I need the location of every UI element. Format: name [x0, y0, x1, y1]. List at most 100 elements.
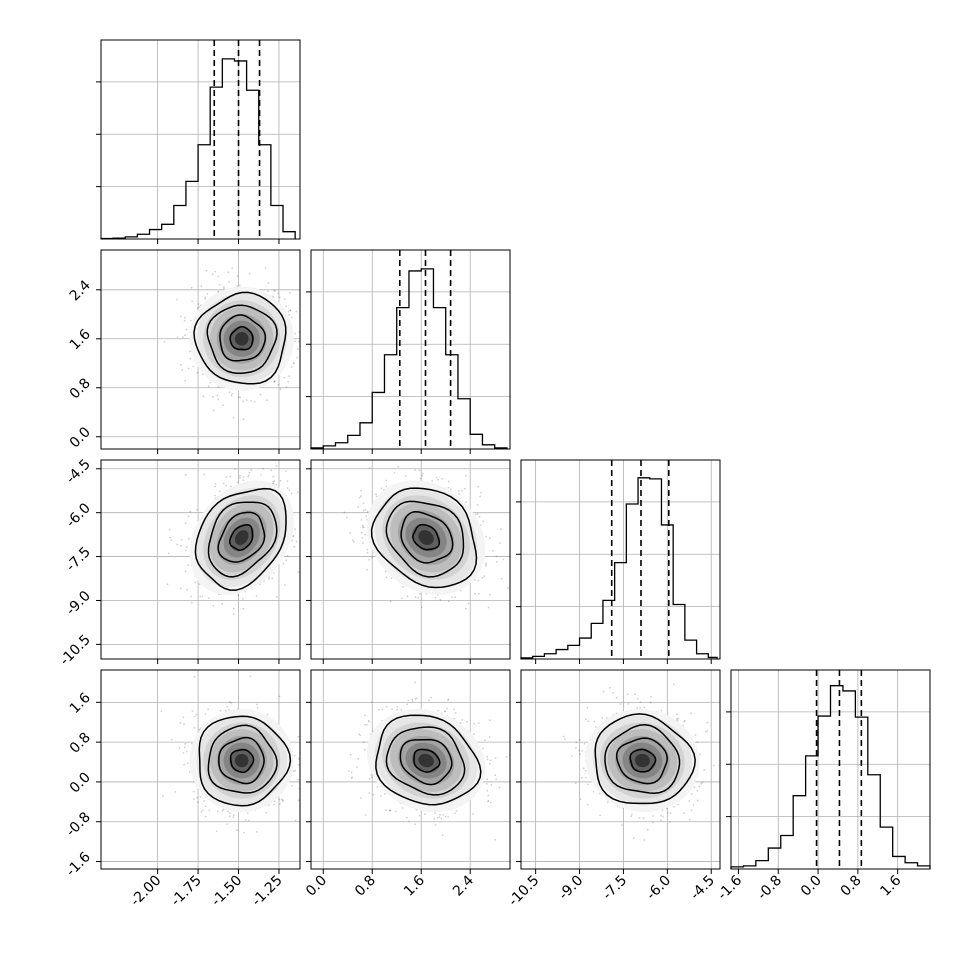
scatter-point: [230, 394, 233, 397]
scatter-point: [275, 596, 278, 598]
y-tick-label: -10.5: [57, 632, 94, 669]
x-tick-label: 0.8: [838, 873, 865, 900]
scatter-point: [253, 401, 256, 403]
scatter-point: [419, 592, 421, 595]
scatter-point: [447, 600, 450, 603]
scatter-point: [246, 812, 249, 815]
scatter-point: [236, 829, 238, 832]
scatter-point: [362, 502, 365, 505]
scatter-point: [302, 330, 304, 332]
y-tick-label: 1.6: [67, 690, 94, 717]
scatter-point: [385, 479, 388, 482]
scatter-point: [232, 813, 235, 816]
scatter-point: [181, 369, 184, 371]
scatter-point: [273, 380, 276, 382]
scatter-point: [191, 300, 194, 303]
scatter-point: [385, 576, 388, 579]
scatter-point: [204, 296, 207, 299]
scatter-point: [242, 400, 245, 403]
scatter-point: [222, 404, 224, 407]
scatter-point: [266, 713, 269, 716]
scatter-point: [238, 284, 241, 287]
scatter-point: [500, 528, 502, 531]
density-layer: [166, 465, 304, 615]
density-shade: [234, 753, 249, 768]
scatter-point: [222, 482, 225, 485]
scatter-point: [185, 549, 187, 552]
panel-frame: [100, 249, 301, 450]
scatter-point: [190, 595, 192, 598]
scatter-point: [362, 526, 364, 529]
scatter-point: [447, 486, 450, 489]
scatter-point: [228, 701, 231, 704]
y-tick-label: 0.0: [67, 424, 94, 451]
scatter-point: [441, 477, 444, 480]
scatter-point: [285, 305, 288, 308]
contour-line: [229, 748, 255, 774]
scatter-point: [485, 563, 487, 566]
scatter-point: [184, 570, 187, 573]
scatter-point: [234, 468, 236, 470]
scatter-point: [289, 291, 291, 294]
scatter-point: [295, 310, 298, 313]
scatter-point: [361, 542, 364, 544]
scatter-point: [225, 476, 228, 479]
scatter-point: [370, 701, 373, 703]
scatter-point: [196, 371, 199, 374]
scatter-point: [461, 719, 463, 721]
scatter-point: [303, 336, 305, 338]
scatter-point: [302, 766, 304, 768]
scatter-point: [285, 470, 287, 472]
scatter-point: [294, 332, 296, 335]
scatter-point: [348, 770, 350, 772]
scatter-point: [360, 531, 363, 534]
scatter-point: [297, 799, 300, 802]
scatter-point: [215, 830, 218, 833]
scatter-point: [221, 809, 224, 812]
scatter-point: [214, 270, 217, 273]
scatter-point: [228, 708, 230, 711]
scatter-point: [250, 469, 253, 471]
scatter-point: [285, 386, 288, 388]
scatter-point: [180, 538, 183, 541]
histogram-panel-0: [96, 39, 301, 244]
scatter-point: [449, 488, 452, 491]
scatter-point: [256, 706, 259, 709]
scatter-point: [500, 577, 503, 580]
scatter-point: [302, 518, 304, 520]
scatter-point: [352, 541, 355, 543]
contour-line: [217, 511, 266, 563]
scatter-point: [365, 515, 368, 517]
scatter-point: [290, 492, 293, 495]
scatter-point: [417, 597, 420, 599]
scatter-point: [192, 365, 195, 368]
scatter-point: [454, 596, 456, 599]
grid: [731, 670, 930, 869]
scatter-point: [179, 587, 182, 590]
scatter-point: [193, 798, 195, 800]
scatter-point: [188, 537, 190, 540]
scatter-point: [236, 275, 239, 278]
scatter-point: [208, 809, 211, 812]
scatter-point: [184, 473, 187, 476]
contour-line: [370, 487, 478, 589]
scatter-point: [362, 509, 365, 512]
scatter-point: [217, 398, 220, 401]
scatter-point: [283, 376, 286, 379]
scatter-point: [396, 706, 399, 708]
scatter-point: [293, 754, 296, 757]
scatter-point: [265, 811, 268, 814]
scatter-point: [364, 533, 366, 536]
scatter-point: [439, 598, 442, 601]
scatter-point: [495, 555, 498, 558]
scatter-point: [345, 516, 348, 519]
scatter-point: [207, 385, 210, 388]
scatter-point: [360, 495, 362, 498]
scatter-point: [491, 549, 494, 552]
scatter-point: [368, 466, 371, 469]
scatter-point: [242, 479, 245, 482]
scatter-point: [189, 357, 192, 360]
contour-line: [219, 314, 267, 362]
scatter-point: [185, 546, 188, 548]
scatter-point: [185, 750, 188, 753]
